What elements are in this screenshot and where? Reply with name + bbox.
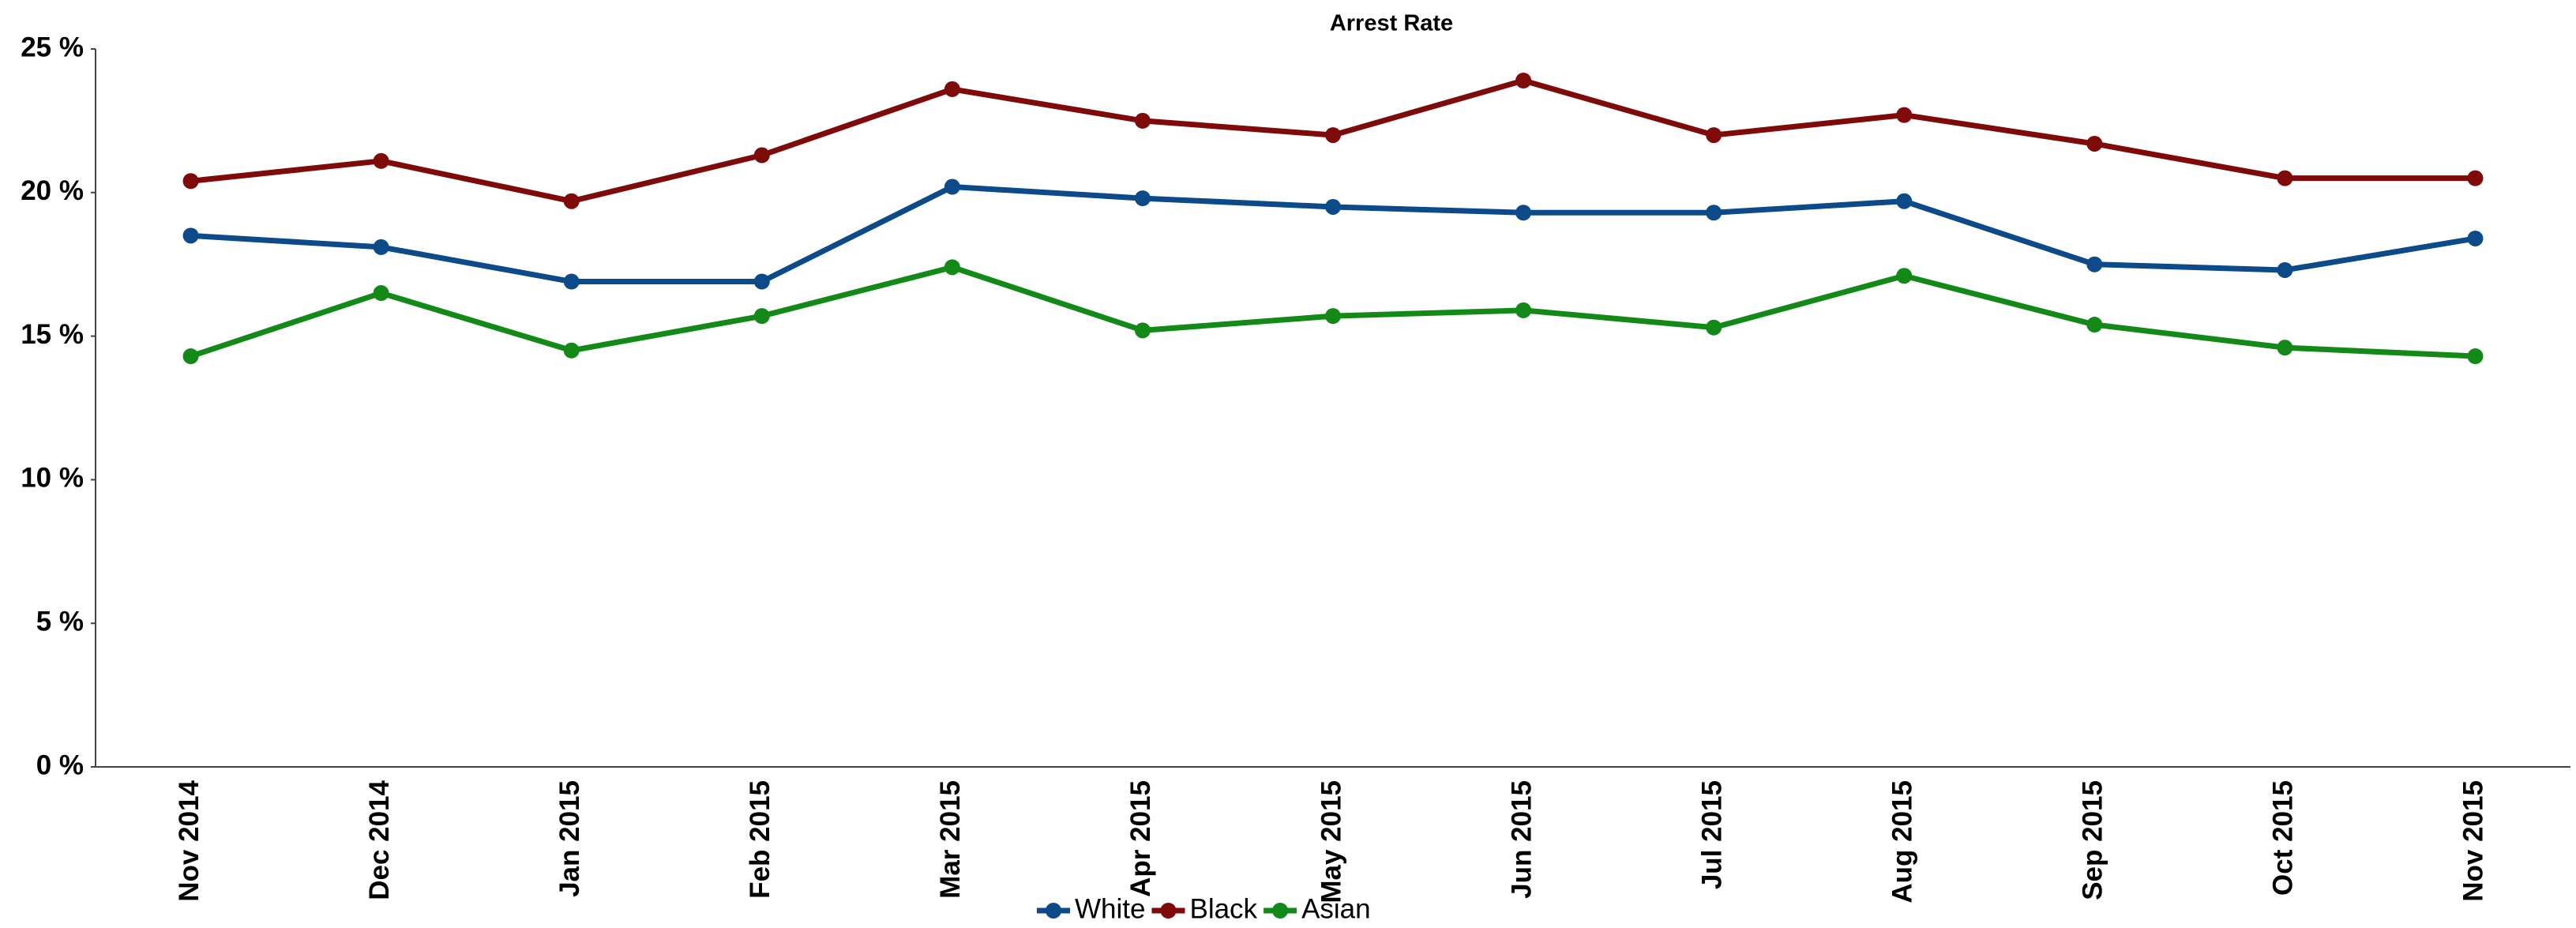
x-tick-label: Sep 2015 (2078, 780, 2108, 900)
point (373, 285, 389, 302)
point (753, 147, 770, 163)
point (563, 273, 580, 290)
x-tick-label: Mar 2015 (935, 780, 966, 899)
y-tick-label: 15 % (21, 319, 84, 350)
point (182, 348, 199, 365)
y-tick-label: 20 % (21, 175, 84, 206)
x-tick-label: Oct 2015 (2268, 780, 2299, 896)
point (1134, 322, 1151, 339)
point (1706, 127, 1722, 144)
point (1896, 107, 1913, 123)
point (1325, 127, 1341, 144)
point (2277, 261, 2293, 278)
point (2086, 256, 2103, 272)
x-tick-label: May 2015 (1316, 780, 1346, 904)
point (2467, 348, 2484, 365)
point (1896, 193, 1913, 209)
point (944, 178, 960, 195)
legend-marker (1046, 903, 1061, 919)
point (1706, 319, 1722, 336)
x-tick-label: Feb 2015 (745, 780, 775, 899)
point (753, 308, 770, 325)
legend-label: White (1075, 893, 1145, 924)
point (2086, 317, 2103, 333)
point (1134, 112, 1151, 129)
point (1515, 302, 1532, 318)
y-tick-label: 5 % (36, 606, 84, 637)
x-tick-label: Dec 2014 (364, 780, 395, 900)
point (1515, 205, 1532, 221)
point (2277, 340, 2293, 356)
x-tick-label: Jan 2015 (554, 780, 585, 897)
point (1325, 198, 1341, 215)
point (1515, 72, 1532, 88)
point (1896, 268, 1913, 284)
point (753, 273, 770, 290)
point (2086, 135, 2103, 152)
x-tick-label: Nov 2015 (2458, 780, 2489, 902)
legend-marker (1272, 903, 1289, 919)
point (2467, 230, 2484, 246)
legend-marker (1160, 903, 1177, 919)
point (563, 342, 580, 359)
legend-label: Black (1189, 893, 1257, 924)
point (2277, 170, 2293, 186)
point (1706, 205, 1722, 221)
legend-label: Asian (1301, 893, 1371, 924)
point (944, 259, 960, 276)
x-tick-label: Apr 2015 (1125, 780, 1156, 897)
y-tick-label: 0 % (36, 750, 84, 780)
x-tick-label: Aug 2015 (1887, 780, 1917, 904)
x-tick-label: Nov 2014 (174, 780, 205, 901)
point (1134, 190, 1151, 207)
point (182, 227, 199, 244)
point (563, 193, 580, 209)
chart-title: Arrest Rate (1330, 11, 1453, 36)
y-tick-label: 10 % (21, 463, 84, 494)
x-tick-label: Jun 2015 (1506, 780, 1537, 899)
x-tick-label: Jul 2015 (1696, 780, 1727, 889)
point (373, 152, 389, 169)
point (944, 81, 960, 97)
y-tick-label: 25 % (21, 32, 84, 62)
point (182, 173, 199, 190)
point (1325, 308, 1341, 325)
point (373, 239, 389, 255)
point (2467, 170, 2484, 186)
